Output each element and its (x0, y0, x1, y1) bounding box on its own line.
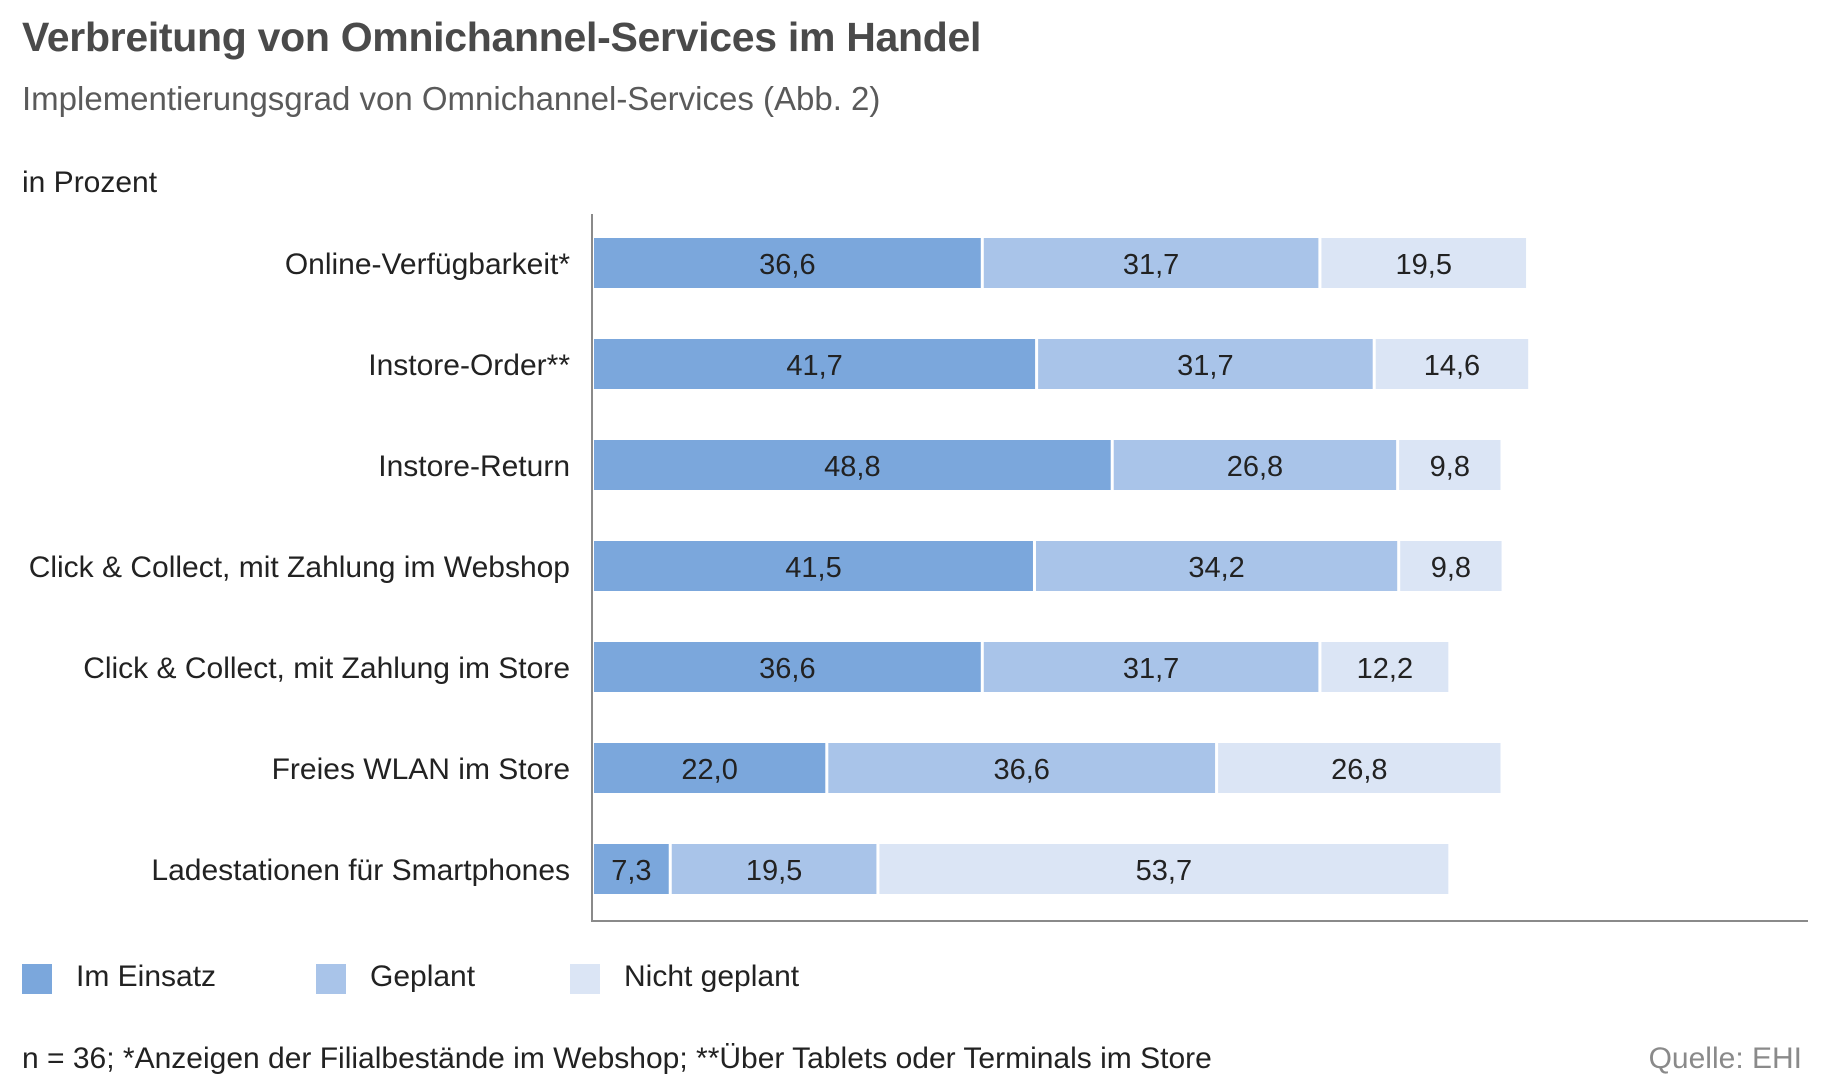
chart-subtitle: Implementierungsgrad von Omnichannel-Ser… (22, 80, 881, 117)
data-label-nicht-geplant-2: 14,6 (1424, 350, 1480, 382)
bar-im-einsatz-5 (594, 642, 981, 692)
data-label-im-einsatz-2: 41,7 (786, 350, 842, 382)
legend-label-geplant: Geplant (370, 960, 476, 993)
data-label-im-einsatz-5: 36,6 (759, 653, 815, 685)
bar-nicht-geplant-6 (1218, 743, 1501, 793)
bar-im-einsatz-4 (594, 541, 1033, 591)
data-label-nicht-geplant-1: 19,5 (1396, 249, 1452, 281)
bar-nicht-geplant-7 (879, 844, 1449, 894)
data-label-geplant-4: 34,2 (1188, 552, 1244, 584)
data-label-im-einsatz-3: 48,8 (824, 451, 880, 483)
bar-im-einsatz-1 (594, 238, 981, 288)
bar-nicht-geplant-1 (1321, 238, 1527, 288)
data-label-geplant-3: 26,8 (1227, 451, 1283, 483)
source-note: Quelle: EHI (1648, 1042, 1802, 1075)
bar-geplant-7 (671, 844, 877, 894)
category-label-click-collect-mit-zahlung-im-webshop: Click & Collect, mit Zahlung im Webshop (29, 551, 570, 584)
data-label-nicht-geplant-6: 26,8 (1331, 754, 1387, 786)
legend-label-im-einsatz: Im Einsatz (76, 960, 217, 993)
bar-im-einsatz-7 (594, 844, 669, 894)
stacked-bar-chart: Online-Verfügbarkeit* 36,6 31,7 19,5 Instore… (29, 214, 1808, 922)
data-label-im-einsatz-6: 22,0 (681, 754, 737, 786)
chart-title: Verbreitung von Omnichannel-Services im … (22, 14, 982, 60)
data-label-im-einsatz-1: 36,6 (759, 249, 815, 281)
unit-label: in Prozent (22, 166, 158, 199)
category-label-instore-return: Instore-Return (378, 450, 570, 483)
data-label-nicht-geplant-4: 9,8 (1431, 552, 1471, 584)
legend-swatch-im-einsatz (22, 964, 52, 994)
category-label-ladestationen-für-smartphones: Ladestationen für Smartphones (151, 854, 570, 887)
data-label-nicht-geplant-5: 12,2 (1357, 653, 1413, 685)
bar-nicht-geplant-5 (1321, 642, 1449, 692)
category-label-instore-order: Instore-Order** (368, 349, 570, 382)
category-label-online-verfügbarkeit: Online-Verfügbarkeit* (285, 248, 570, 281)
data-label-im-einsatz-4: 41,5 (785, 552, 841, 584)
legend-swatch-nicht-geplant (570, 964, 600, 994)
data-label-geplant-2: 31,7 (1177, 350, 1233, 382)
data-label-im-einsatz-7: 7,3 (611, 855, 651, 887)
bar-geplant-2 (1038, 339, 1373, 389)
bar-geplant-1 (983, 238, 1319, 288)
data-label-geplant-1: 31,7 (1123, 249, 1179, 281)
bar-nicht-geplant-2 (1375, 339, 1529, 389)
bar-im-einsatz-3 (594, 440, 1111, 490)
bar-geplant-5 (983, 642, 1319, 692)
category-label-freies-wlan-im-store: Freies WLAN im Store (272, 753, 570, 786)
footnote: n = 36; *Anzeigen der Filialbestände im … (22, 1042, 1212, 1075)
bar-geplant-3 (1113, 440, 1397, 490)
bar-geplant-6 (828, 743, 1216, 793)
bar-geplant-4 (1035, 541, 1398, 591)
bar-im-einsatz-2 (594, 339, 1036, 389)
data-label-geplant-7: 19,5 (746, 855, 802, 887)
data-label-geplant-6: 36,6 (993, 754, 1049, 786)
legend-label-nicht-geplant: Nicht geplant (624, 960, 800, 993)
category-label-click-collect-mit-zahlung-im-store: Click & Collect, mit Zahlung im Store (83, 652, 570, 685)
data-label-geplant-5: 31,7 (1123, 653, 1179, 685)
data-label-nicht-geplant-7: 53,7 (1136, 855, 1192, 887)
bar-im-einsatz-6 (594, 743, 826, 793)
bar-nicht-geplant-4 (1400, 541, 1502, 591)
data-label-nicht-geplant-3: 9,8 (1430, 451, 1470, 483)
legend-swatch-geplant (316, 964, 346, 994)
bar-nicht-geplant-3 (1399, 440, 1501, 490)
